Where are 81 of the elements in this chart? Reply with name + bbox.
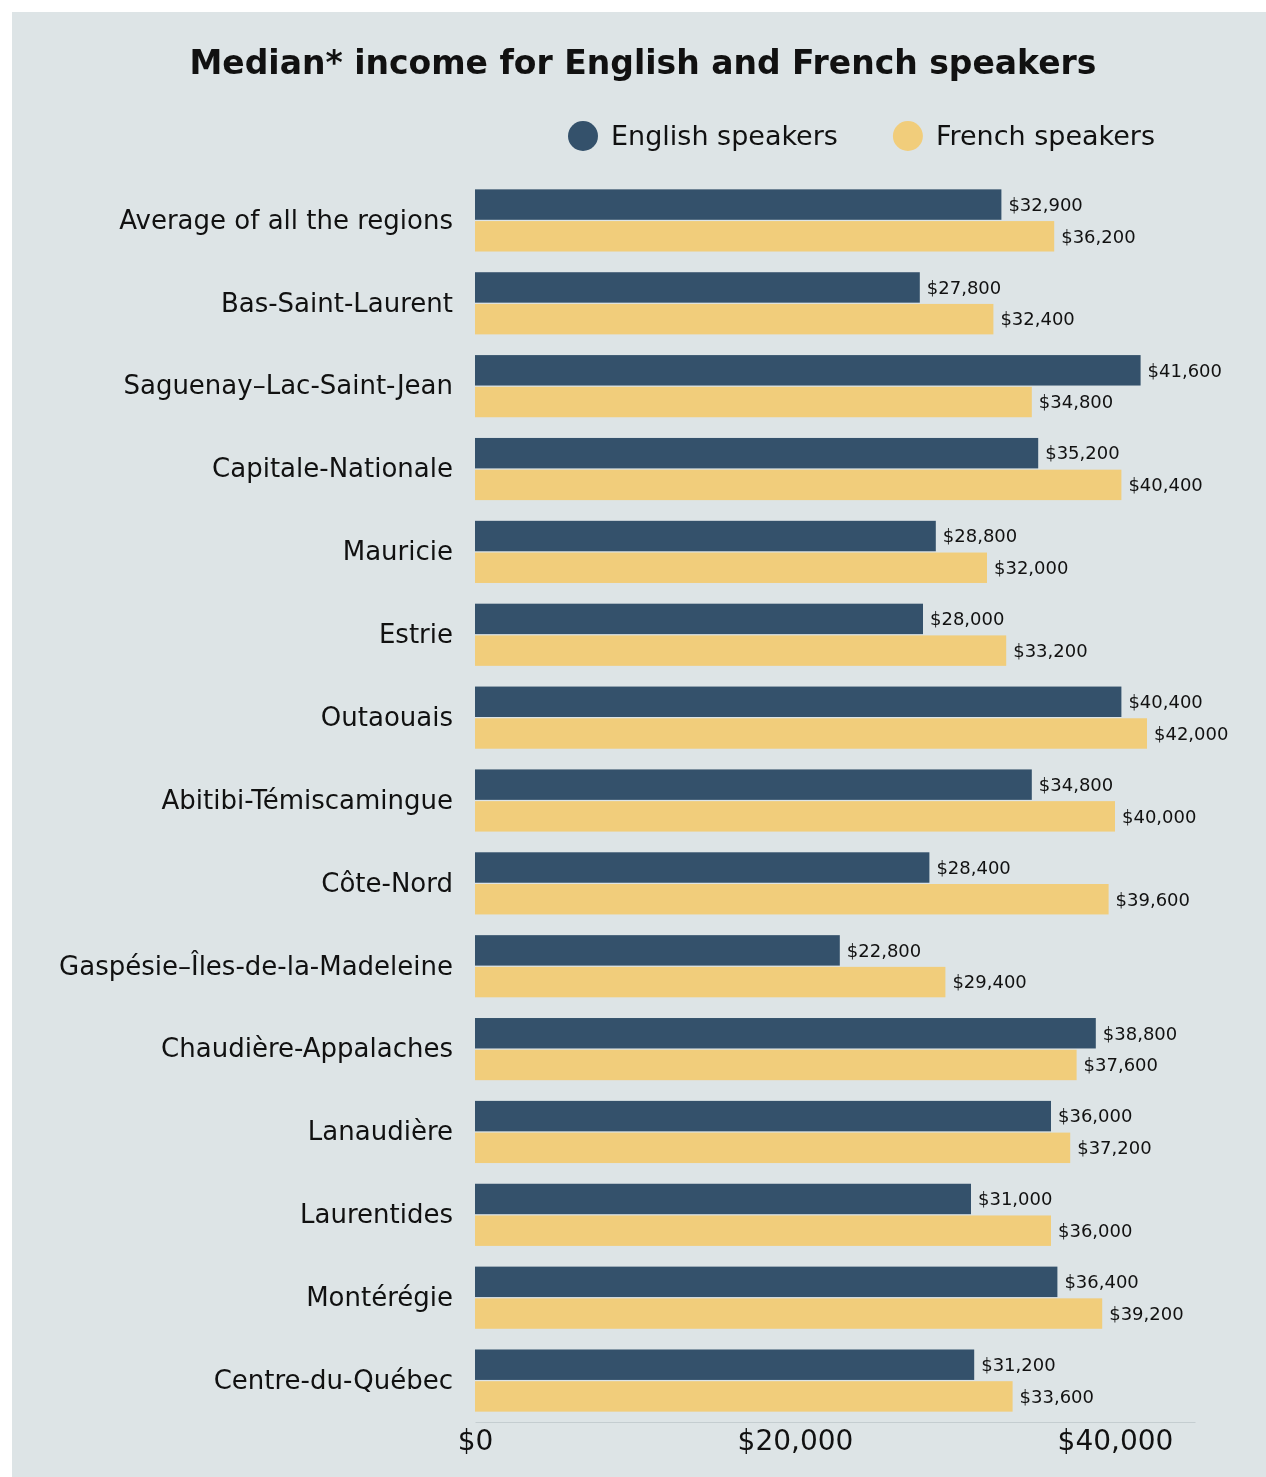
y-tick-label: Montérégie: [306, 1282, 453, 1313]
bar: [475, 718, 1147, 749]
bar: [475, 1183, 971, 1215]
legend-label: English speakers: [611, 120, 838, 152]
bar: [475, 769, 1032, 800]
y-tick-label: Outaouais: [320, 701, 453, 732]
bar: [475, 884, 1109, 915]
y-tick-label: Gaspésie–Îles-de-la-Madeleine: [59, 949, 453, 981]
data-label: $40,400: [1128, 691, 1203, 713]
bar: [475, 1018, 1096, 1049]
data-label: $33,200: [1013, 639, 1088, 661]
bar: [475, 189, 1002, 220]
data-label: $36,200: [1061, 225, 1136, 247]
data-label: $32,400: [1000, 308, 1075, 330]
y-tick-label: Bas-Saint-Laurent: [220, 287, 453, 318]
bar: [475, 852, 930, 883]
y-tick-label: Chaudière-Appalaches: [161, 1033, 453, 1064]
data-label: $35,200: [1045, 442, 1120, 464]
data-label: $22,800: [846, 939, 922, 961]
bar: [475, 603, 923, 635]
bar: [475, 801, 1115, 832]
data-label: $42,000: [1154, 722, 1229, 744]
x-tick-label: $0: [457, 1423, 494, 1457]
data-label: $37,200: [1077, 1137, 1152, 1159]
bar: [475, 935, 840, 966]
bar: [475, 1381, 1013, 1412]
data-label: $36,000: [1058, 1219, 1133, 1241]
y-tick-label: Mauricie: [342, 536, 453, 567]
bar: [475, 437, 1039, 469]
bar: [475, 966, 946, 998]
y-tick-label: Capitale-Nationale: [212, 453, 453, 484]
bar: [475, 686, 1122, 717]
bar: [475, 1266, 1058, 1298]
data-label: $40,000: [1122, 805, 1197, 827]
bar: [475, 1132, 1071, 1164]
bar: [475, 1298, 1103, 1329]
data-label: $37,600: [1083, 1054, 1159, 1076]
bar: [475, 635, 1007, 666]
data-label: $41,600: [1147, 359, 1223, 381]
y-tick-label: Abitibi-Témiscamingue: [161, 784, 453, 815]
data-label: $39,600: [1115, 888, 1191, 910]
data-label: $31,000: [978, 1188, 1053, 1210]
bar: [475, 303, 994, 335]
data-label: $33,600: [1019, 1385, 1095, 1407]
bar: [475, 469, 1122, 501]
y-tick-label: Average of all the regions: [119, 204, 453, 235]
bar: [475, 520, 936, 552]
y-tick-label: Centre-du-Québec: [213, 1364, 453, 1395]
data-label: $28,000: [930, 608, 1005, 630]
data-label: $38,800: [1102, 1022, 1178, 1044]
data-label: $32,000: [994, 557, 1069, 579]
chart-title: Median* income for English and French speakers: [189, 43, 1097, 82]
bar: [475, 552, 987, 583]
bar: [475, 386, 1032, 418]
data-label: $29,400: [952, 971, 1027, 993]
x-tick-label: $20,000: [737, 1423, 854, 1457]
data-label: $39,200: [1109, 1302, 1184, 1324]
data-label: $28,400: [936, 856, 1011, 878]
bar: [475, 1100, 1051, 1132]
y-tick-label: Saguenay–Lac-Saint-Jean: [123, 370, 453, 401]
data-label: $34,800: [1038, 773, 1114, 795]
bar: [475, 1349, 975, 1380]
data-label: $36,000: [1058, 1105, 1133, 1127]
data-label: $27,800: [926, 276, 1002, 298]
y-tick-label: Laurentides: [300, 1199, 453, 1230]
data-label: $28,800: [942, 525, 1018, 547]
y-tick-label: Lanaudière: [307, 1116, 453, 1147]
bar: [475, 272, 920, 303]
y-tick-label: Estrie: [378, 619, 453, 650]
bar: [475, 1215, 1051, 1246]
bar: [475, 355, 1141, 386]
data-label: $36,400: [1064, 1271, 1139, 1293]
x-tick-label: $40,000: [1057, 1423, 1174, 1457]
data-label: $34,800: [1038, 391, 1114, 413]
data-label: $31,200: [981, 1354, 1056, 1376]
data-label: $32,900: [1008, 193, 1083, 215]
bar: [475, 1049, 1077, 1081]
legend-label: French speakers: [935, 120, 1156, 152]
data-label: $40,400: [1128, 474, 1203, 496]
y-tick-label: Côte-Nord: [321, 867, 453, 898]
bar: [475, 221, 1055, 252]
